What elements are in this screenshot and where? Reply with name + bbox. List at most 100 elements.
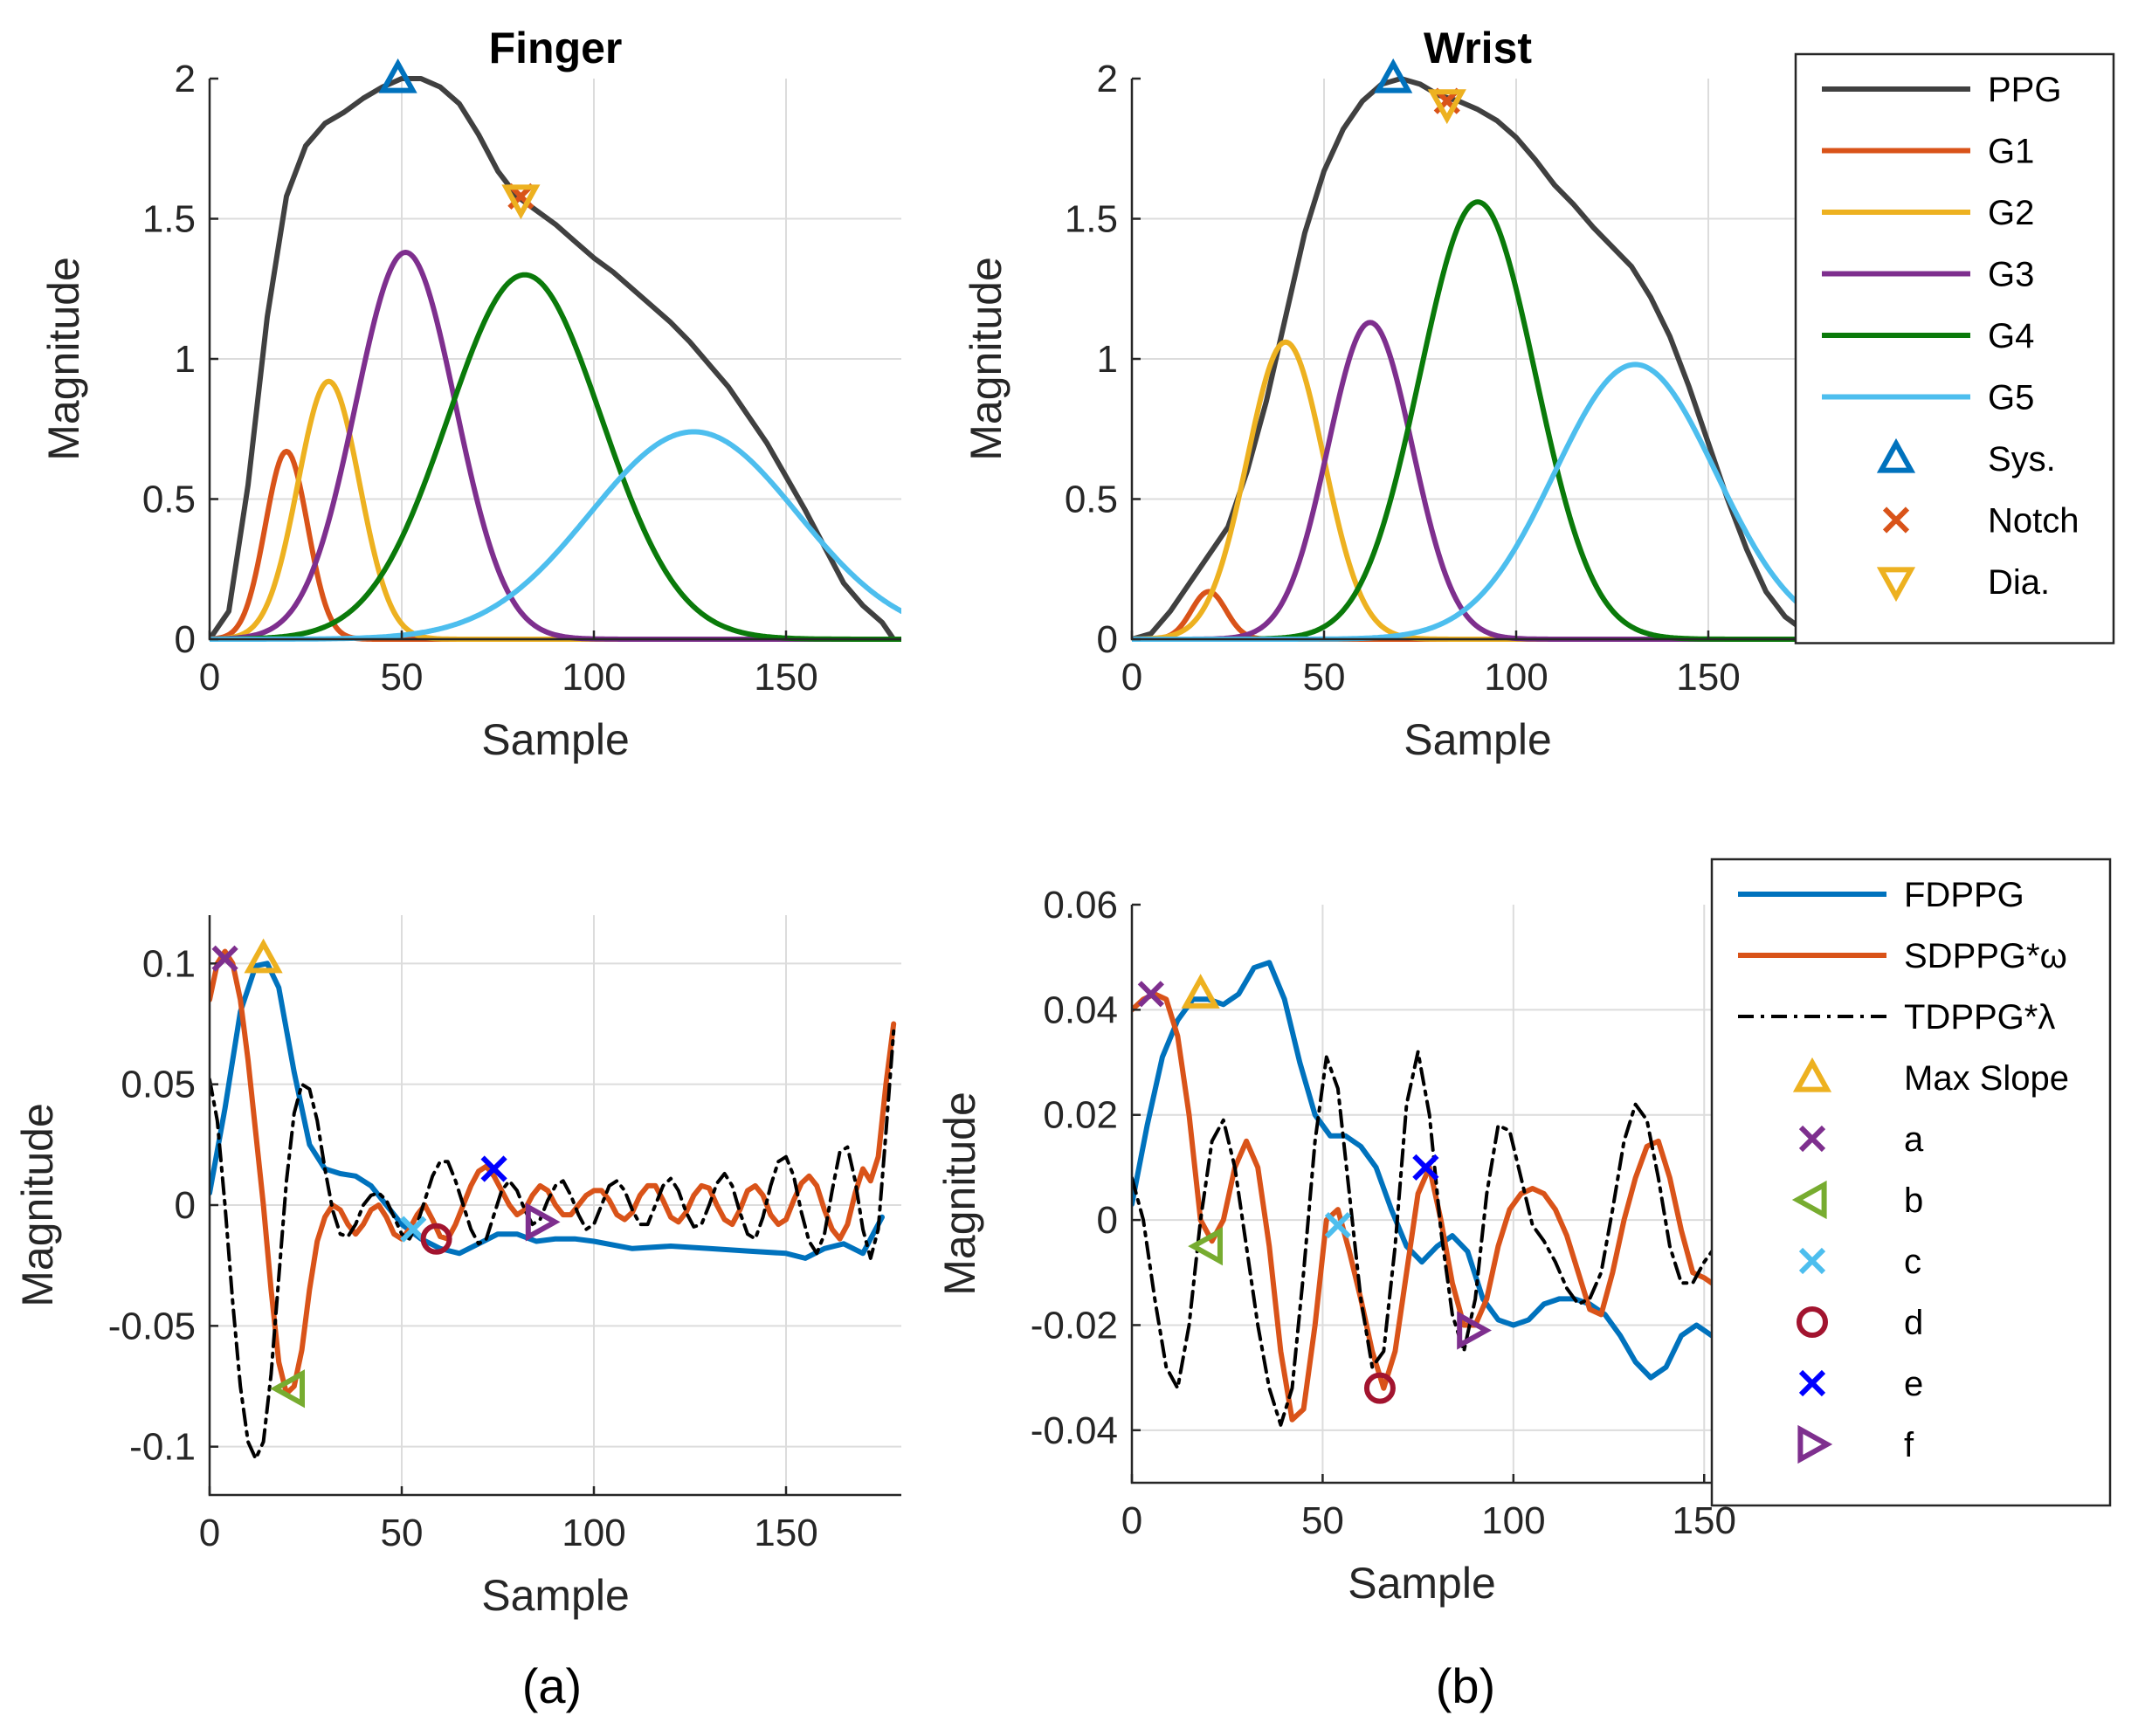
legend-label-sdppg: SDPPG*ω	[1904, 937, 2067, 975]
y-tick-label: 0.05	[121, 1064, 196, 1106]
series-line-g4	[210, 272, 901, 642]
x-tick-label: 50	[1303, 656, 1346, 699]
legend-label-g1: G1	[1988, 133, 2034, 171]
series-line-g3	[210, 250, 901, 642]
x-tick-label: 150	[754, 1512, 817, 1554]
x-tick-label: 100	[562, 656, 625, 699]
x-tick-label: 0	[1121, 656, 1142, 699]
x-tick-label: 150	[754, 656, 817, 699]
marker-e	[1412, 1154, 1439, 1181]
x-tick-label: 100	[1484, 656, 1548, 699]
x-tick-label: 100	[1481, 1499, 1545, 1542]
y-tick-label: 0	[175, 1184, 196, 1227]
legend-label-ppg: PPG	[1988, 71, 2061, 109]
legend-label-fdppg: FDPPG	[1904, 876, 2024, 914]
legend-label-e: e	[1904, 1365, 1923, 1403]
x-axis-label: Sample	[481, 715, 630, 764]
y-tick-label: 0	[1097, 618, 1118, 661]
y-tick-label: 0	[1097, 1199, 1118, 1242]
y-tick-label: 1	[1097, 338, 1118, 381]
series-line-g4	[1132, 199, 1824, 642]
legend-marker-c	[1798, 1247, 1826, 1275]
legend-marker-notch	[1882, 506, 1910, 534]
legend-marker-max-slope	[1792, 1057, 1832, 1092]
axis-lines	[1130, 905, 1712, 1485]
y-tick-label: -0.05	[108, 1305, 196, 1347]
y-tick-label: 1.5	[142, 198, 196, 241]
series-line-tdppg	[210, 1029, 896, 1461]
series-group	[210, 948, 897, 1461]
caption-b: (b)	[1436, 1658, 1495, 1713]
legend-marker-e	[1798, 1369, 1826, 1397]
marker-d	[420, 1223, 452, 1255]
x-tick-label: 50	[1301, 1499, 1344, 1542]
legend-label-f: f	[1904, 1426, 1914, 1464]
legend-marker-d	[1797, 1306, 1828, 1338]
y-tick-label: 0.1	[142, 942, 196, 985]
marker-f	[525, 1202, 561, 1242]
y-axis-label: Magnitude	[962, 257, 1010, 461]
legend-ppg-components: PPG G1 G2 G3 G4 G5 Sys. Notch Dia.	[1794, 52, 2115, 644]
marker-c	[1324, 1211, 1352, 1239]
y-axis-label: Magnitude	[39, 257, 88, 461]
legend-label-d: d	[1904, 1304, 1923, 1342]
marker-max-slope	[244, 938, 283, 974]
marker-sys	[1374, 58, 1413, 93]
series-line-sdppg	[210, 948, 897, 1396]
legend-label-dia: Dia.	[1988, 563, 2050, 602]
finger-derivative-panel: 0 50 100 150 -0.1 -0.05 0 0.05 0.1 Sample Magnitud…	[13, 915, 901, 1620]
y-tick-label: 0	[175, 618, 196, 661]
legend-box	[1710, 858, 2112, 1507]
legend-marker-f	[1797, 1424, 1833, 1464]
x-tick-label: 0	[199, 656, 220, 699]
legend-box	[1794, 52, 2115, 644]
y-tick-label: 0.04	[1043, 989, 1118, 1031]
series-line-ppg	[210, 76, 897, 642]
x-tick-label: 100	[562, 1512, 625, 1554]
series-line-sdppg	[1132, 991, 1712, 1423]
legend-label-sys: Sys.	[1988, 440, 2056, 479]
x-tick-label: 0	[199, 1512, 220, 1554]
series-line-fdppg	[210, 961, 885, 1261]
marker-b	[1188, 1227, 1223, 1266]
y-tick-label: -0.04	[1031, 1409, 1118, 1452]
marker-max-slope	[1181, 974, 1220, 1009]
series-line-g2	[1132, 339, 1824, 642]
legend-marker-dia	[1876, 567, 1916, 603]
legend-label-c: c	[1904, 1243, 1921, 1281]
legend-label-g2: G2	[1988, 194, 2034, 232]
legend-marker-sys	[1876, 437, 1916, 473]
legend-label-g3: G3	[1988, 256, 2034, 294]
wrist-derivative-panel: 0 50 100 150-0.04-0.0200.020.040.06SampleMa…	[935, 884, 1736, 1608]
marker-f	[1457, 1311, 1492, 1350]
legend-marker-a	[1798, 1125, 1826, 1153]
y-tick-label: 0.5	[1065, 479, 1118, 521]
x-tick-label: 50	[381, 1512, 424, 1554]
series-line-g1	[210, 448, 901, 642]
series-line-g5	[210, 429, 901, 642]
legend-label-notch: Notch	[1988, 502, 2079, 541]
y-tick-label: -0.1	[129, 1426, 196, 1469]
wrist-ppg-panel: 0 50 100 150 0 0.5 1 1.5 2 Sample Magnitude Wrist	[962, 24, 1824, 764]
marker-b	[270, 1369, 305, 1409]
chart-title: Finger	[489, 24, 623, 72]
legend-label-max-slope: Max Slope	[1904, 1059, 2069, 1098]
legend-label-g5: G5	[1988, 379, 2034, 417]
legend-label-a: a	[1904, 1120, 1924, 1159]
series-line-tdppg	[1132, 1050, 1712, 1427]
marker-d	[1363, 1372, 1396, 1404]
y-tick-label: 2	[175, 58, 196, 100]
x-axis-label: Sample	[1404, 715, 1552, 764]
y-tick-label: -0.02	[1031, 1304, 1118, 1347]
y-tick-label: 0.5	[142, 479, 196, 521]
finger-ppg-panel: 0 50 100 150 0 0.5 1 1.5 2 Sample Magnitude Finger	[39, 24, 901, 764]
marker-a	[1137, 981, 1164, 1008]
y-tick-label: 0.06	[1043, 884, 1118, 927]
legend-label-tdppg: TDPPG*λ	[1904, 998, 2055, 1037]
x-axis-label: Sample	[481, 1571, 630, 1620]
marker-dia	[1427, 89, 1466, 125]
legend-label-b: b	[1904, 1181, 1923, 1220]
y-axis-label: Magnitude	[13, 1103, 62, 1307]
